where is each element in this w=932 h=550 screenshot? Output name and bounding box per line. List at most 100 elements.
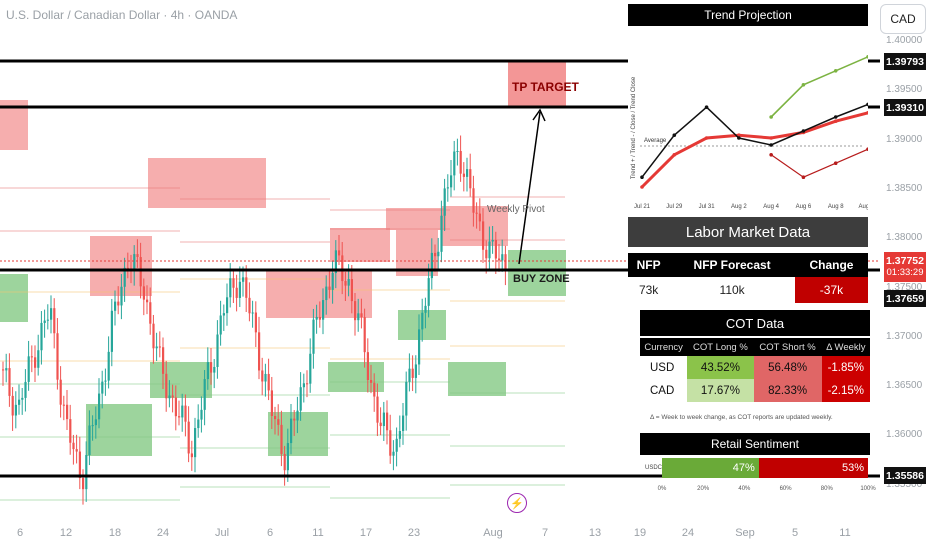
candle <box>69 419 72 443</box>
trend-point <box>866 55 868 59</box>
lightning-icon[interactable]: ⚡ <box>507 493 527 513</box>
time-tick: 11 <box>312 527 324 539</box>
candle <box>27 356 30 382</box>
candle <box>283 453 286 471</box>
candle <box>248 297 251 314</box>
candle <box>222 313 225 316</box>
trend-date-tick: Jul 29 <box>666 204 683 210</box>
candle <box>466 169 469 177</box>
candle <box>59 379 62 405</box>
trend-point <box>801 175 806 179</box>
candle <box>494 240 497 259</box>
candle <box>450 175 453 188</box>
candle <box>62 404 65 406</box>
candle <box>34 357 37 368</box>
nfp-value: 73k <box>638 283 659 297</box>
candle <box>402 415 405 431</box>
sentiment-pair: USDC... <box>645 465 668 471</box>
demand-zone <box>86 404 152 456</box>
candle <box>46 319 49 321</box>
tp-target-zone <box>508 60 566 108</box>
time-tick: 6 <box>16 527 24 539</box>
candle <box>114 301 117 311</box>
candle <box>264 373 267 382</box>
cot-table: Currency COT Long % COT Short % Δ Weekly… <box>640 338 870 402</box>
candle <box>184 405 187 422</box>
candle <box>443 188 446 216</box>
candle <box>235 287 238 298</box>
candle <box>14 404 17 416</box>
candle <box>50 308 53 320</box>
candle <box>344 281 347 286</box>
price-flag-value: 1.37752 <box>886 255 924 267</box>
supply-zone <box>386 208 446 230</box>
cot-short: 56.48% <box>753 356 822 379</box>
candle <box>395 438 398 452</box>
candle <box>485 249 488 259</box>
trend-point <box>704 105 709 109</box>
trend-point <box>801 129 806 133</box>
supply-zone <box>148 158 266 208</box>
candle <box>216 334 219 367</box>
candle <box>446 187 449 189</box>
candle <box>8 368 11 396</box>
candle <box>18 399 21 405</box>
price-tick: 1.38000 <box>886 232 923 244</box>
currency-badge[interactable]: CAD <box>880 4 926 34</box>
cot-header-short: COT Short % <box>753 338 822 356</box>
candle <box>338 250 341 256</box>
tp-target-label: TP TARGET <box>512 80 579 94</box>
demand-zone <box>448 362 506 396</box>
candle <box>293 418 296 421</box>
candle <box>350 279 353 302</box>
candle <box>43 320 46 323</box>
candle <box>251 312 254 314</box>
candle <box>456 150 459 152</box>
candle <box>270 390 273 417</box>
candle <box>168 395 171 399</box>
candle <box>434 252 437 257</box>
trend-series-trend <box>640 111 868 189</box>
sentiment-short-bar: 53% <box>758 458 868 478</box>
candle <box>181 405 184 418</box>
candle <box>437 251 440 257</box>
trend-date-tick: Jul 21 <box>634 204 651 210</box>
candle <box>85 455 88 490</box>
trend-series-close <box>641 103 868 178</box>
time-tick: 13 <box>588 527 602 539</box>
candle <box>152 323 155 349</box>
trend-point <box>866 147 868 151</box>
candle <box>418 329 421 365</box>
candle <box>210 362 213 373</box>
time-tick: Jul <box>214 527 230 539</box>
candle <box>149 302 152 324</box>
nfp-header: NFP <box>628 253 670 277</box>
trend-point <box>769 143 773 147</box>
time-tick: 6 <box>266 527 274 539</box>
candle <box>392 451 395 456</box>
candle <box>306 383 309 385</box>
candle <box>382 412 385 427</box>
price-flag: 1.39793 <box>884 53 926 70</box>
trend-series-lower <box>770 148 868 178</box>
trend-point <box>640 175 644 179</box>
candle <box>501 254 504 261</box>
cot-title: COT Data <box>640 310 870 336</box>
sentiment-tick: 60% <box>779 486 792 492</box>
average-label: Average <box>644 138 667 144</box>
cot-weekly: -2.15% <box>821 379 870 402</box>
candle <box>142 286 145 300</box>
candle <box>158 346 161 348</box>
demand-zone <box>0 274 28 322</box>
candle <box>363 317 366 353</box>
candle <box>203 379 206 410</box>
projection-arrow <box>518 111 541 265</box>
trend-ylabel: Trend + / Trend - / Close / Trend Close <box>631 76 637 179</box>
candle <box>267 373 270 391</box>
supply-zone <box>442 206 508 246</box>
sentiment-bar: 47% 53% <box>662 458 868 478</box>
candle <box>5 368 8 371</box>
candle <box>469 169 472 189</box>
candle <box>414 364 417 378</box>
